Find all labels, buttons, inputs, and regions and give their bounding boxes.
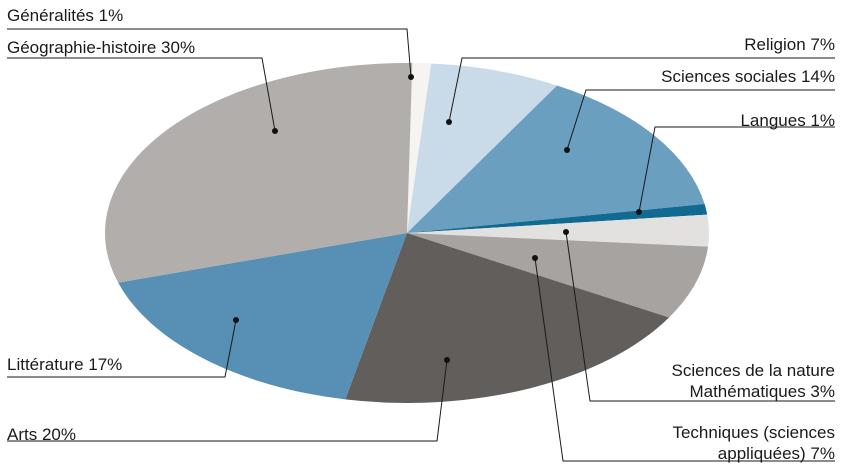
leader-dot-sciences-de-la-nature-mathematiques-3 <box>563 229 569 235</box>
leader-line-langues-1 <box>638 126 835 213</box>
label-sciences-sociales-14: Sciences sociales 14% <box>661 67 835 86</box>
leader-dot-generalites-1 <box>408 74 414 80</box>
leader-line-geographie-histoire-30 <box>7 57 276 132</box>
leader-line-sciences-de-la-nature-mathematiques-3 <box>565 231 835 402</box>
label-generalites-1: Généralités 1% <box>7 6 123 25</box>
leader-line-sciences-sociales-14 <box>566 89 835 151</box>
leader-lines <box>7 28 835 462</box>
slice-techniques-sciences-appliquees-7 <box>407 233 709 318</box>
leader-dot-sciences-sociales-14 <box>564 147 570 153</box>
label-techniques-sciences-appliquees-7: Techniques (sciences appliquées) 7% <box>672 423 835 463</box>
leader-line-arts-20 <box>7 359 448 442</box>
slice-arts-20 <box>345 233 670 404</box>
label-geographie-histoire-30: Géographie-histoire 30% <box>7 38 195 57</box>
label-langues-1: Langues 1% <box>740 111 835 130</box>
slice-langues-1 <box>407 204 708 233</box>
leader-dot-techniques-sciences-appliquees-7 <box>532 255 538 261</box>
leader-dot-arts-20 <box>444 357 450 363</box>
leader-dot-litterature-17 <box>233 317 239 323</box>
label-litterature-17: Littérature 17% <box>7 355 122 374</box>
leader-dot-langues-1 <box>636 209 642 215</box>
leader-line-litterature-17 <box>7 319 237 378</box>
label-religion-7: Religion 7% <box>744 35 835 54</box>
slice-religion-7 <box>407 63 558 233</box>
slice-sciences-sociales-14 <box>407 85 705 233</box>
slice-labels: Généralités 1% Religion 7% Sciences social… <box>7 6 835 463</box>
leader-dot-religion-7 <box>446 119 452 125</box>
label-arts-20: Arts 20% <box>7 425 76 444</box>
slice-sciences-de-la-nature-mathematiques-3 <box>407 214 709 247</box>
leader-line-religion-7 <box>448 57 835 123</box>
leader-line-techniques-sciences-appliquees-7 <box>534 257 835 462</box>
label-sciences-de-la-nature-mathematiques-3: Sciences de la nature Mathématiques 3% <box>672 361 836 401</box>
slice-litterature-17 <box>118 233 407 400</box>
slice-geographie-histoire-30 <box>105 63 413 283</box>
leader-dot-geographie-histoire-30 <box>272 128 278 134</box>
pie-slices <box>105 63 709 404</box>
slice-generalites-1 <box>407 63 432 233</box>
leader-line-generalites-1 <box>7 28 412 78</box>
